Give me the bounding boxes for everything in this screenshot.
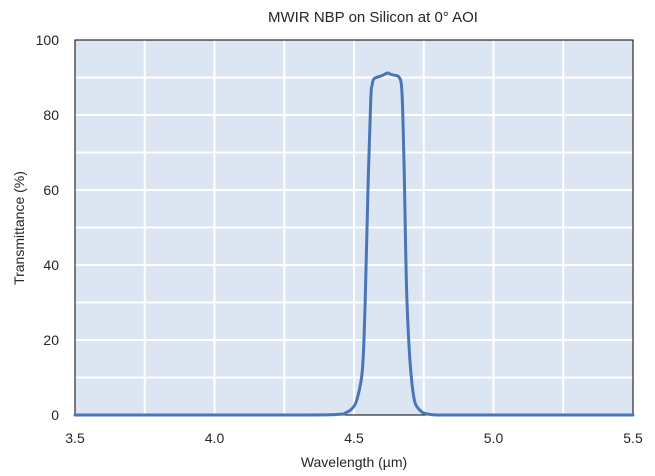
x-tick-label: 5.5 bbox=[623, 430, 643, 446]
x-tick-label: 3.5 bbox=[65, 430, 85, 446]
plot-frame bbox=[74, 39, 634, 416]
transmittance-series-line bbox=[73, 71, 635, 417]
gridlines bbox=[75, 40, 633, 415]
y-tick-label: 20 bbox=[43, 332, 59, 348]
chart-title: MWIR NBP on Silicon at 0° AOI bbox=[268, 9, 478, 26]
y-tick-label: 60 bbox=[43, 182, 59, 198]
y-axis-label: Transmittance (%) bbox=[11, 171, 27, 285]
x-axis-ticks: 3.5 4.0 4.5 5.0 5.5 bbox=[65, 430, 643, 446]
x-tick-label: 5.0 bbox=[484, 430, 504, 446]
y-tick-label: 0 bbox=[51, 407, 59, 423]
x-axis-label: Wavelength (µm) bbox=[301, 454, 407, 470]
x-tick-label: 4.0 bbox=[205, 430, 225, 446]
y-tick-label: 100 bbox=[36, 32, 60, 48]
y-axis-ticks: 0 20 40 60 80 100 bbox=[36, 32, 60, 423]
y-tick-label: 80 bbox=[43, 107, 59, 123]
x-tick-label: 4.5 bbox=[344, 430, 364, 446]
y-tick-label: 40 bbox=[43, 257, 59, 273]
